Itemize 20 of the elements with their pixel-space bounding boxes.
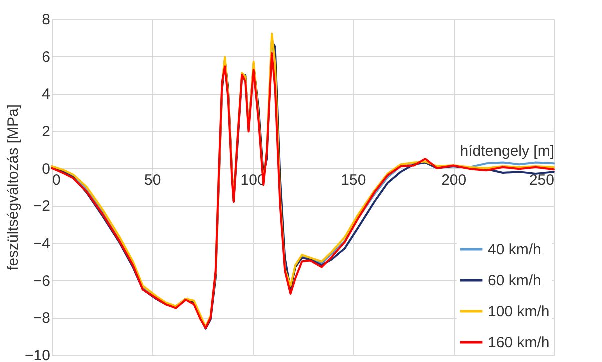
y-tick-label: −6 [33,272,50,290]
x-tick-label: 50 [144,172,162,189]
x-tick-label: 150 [341,172,366,189]
legend-label: 160 km/h [488,334,550,352]
y-tick-label: 8 [42,12,50,28]
legend-label: 100 km/h [488,304,550,320]
x-axis-title: hídtengely [m] [460,142,554,160]
x-tick-label: 200 [442,172,467,189]
y-axis-title: feszültségváltozás [MPa] [5,104,22,270]
y-tick-label: −2 [33,198,50,216]
x-tick-label: 250 [529,172,554,189]
y-tick-label: 2 [42,124,50,140]
y-tick-label: 0 [42,160,50,178]
y-tick-label: 6 [42,48,50,66]
legend-label: 60 km/h [488,272,542,290]
y-tick-label: −8 [33,310,50,328]
legend-label: 40 km/h [488,242,542,258]
y-tick-label: −10 [25,348,50,362]
y-tick-label: 4 [42,86,50,104]
y-tick-label: −4 [33,236,50,252]
